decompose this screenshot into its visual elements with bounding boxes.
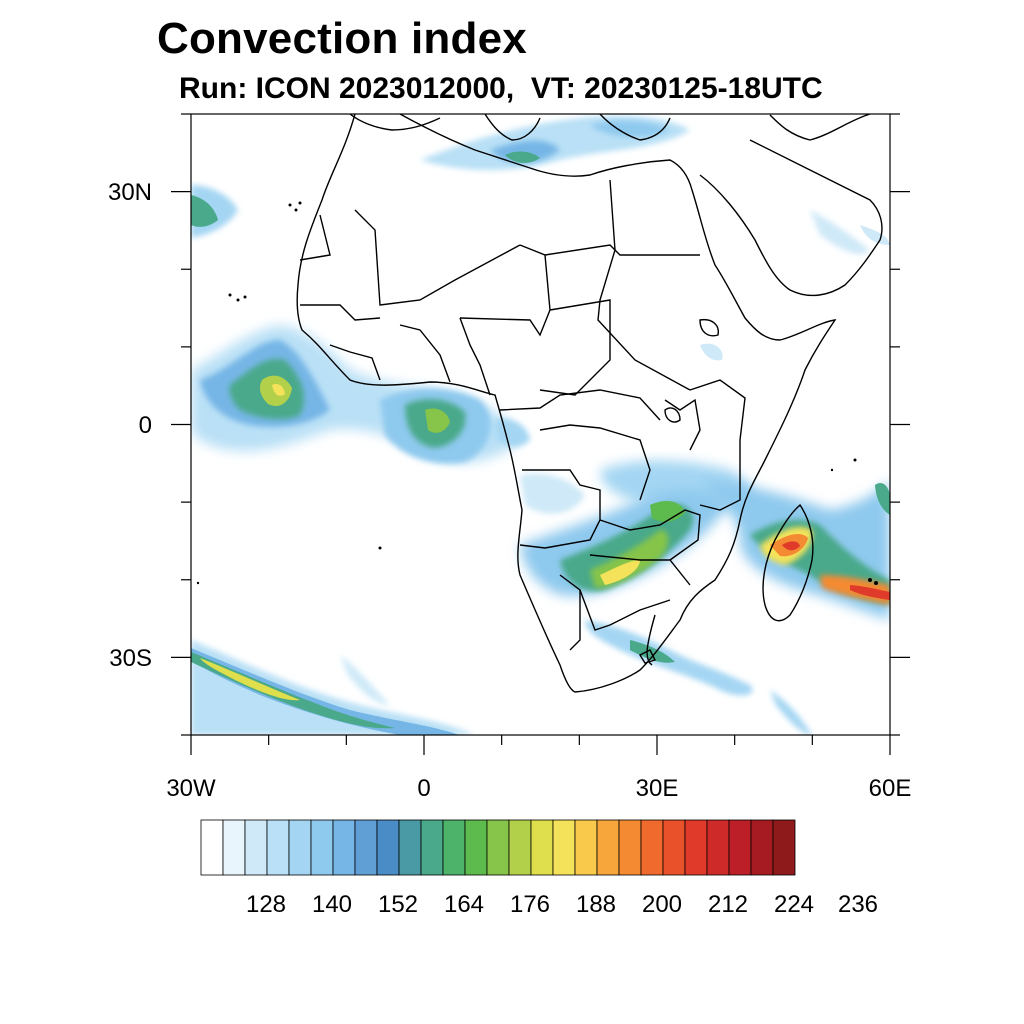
colorbar-label: 224	[774, 891, 814, 918]
colorbar-swatch	[486, 819, 510, 876]
convection-region-canary-islands	[191, 185, 238, 238]
convection-region-mozambique-channel-madagascar	[700, 480, 890, 620]
colorbar-label: 152	[378, 891, 418, 918]
colorbar-swatch	[464, 819, 488, 876]
colorbar-swatch	[574, 819, 598, 876]
colorbar-label: 212	[708, 891, 748, 918]
convection-region-gulf-of-guinea	[380, 388, 491, 464]
colorbar-label: 128	[246, 891, 286, 918]
map-subtitle: Run: ICON 2023012000, VT: 20230125-18UTC	[179, 72, 823, 105]
convection-field	[191, 115, 890, 735]
convection-region-mediterranean	[420, 115, 690, 171]
colorbar-swatch	[266, 819, 290, 876]
colorbar-label: 200	[642, 891, 682, 918]
colorbar-swatch	[376, 819, 400, 876]
map-title: Convection index	[157, 14, 527, 63]
y-tick-label-30s: 30S	[109, 645, 152, 672]
colorbar-swatch	[684, 819, 708, 876]
coastlines	[296, 114, 883, 693]
colorbar-swatch	[772, 819, 796, 876]
colorbar-swatch	[442, 819, 466, 876]
x-tick-label-30e: 30E	[636, 775, 679, 802]
colorbar-label: 164	[444, 891, 484, 918]
colorbar-swatch	[310, 819, 334, 876]
colorbar-label: 140	[312, 891, 352, 918]
colorbar-swatch	[530, 819, 554, 876]
colorbar-swatch	[508, 819, 532, 876]
y-tick-label-30n: 30N	[108, 179, 152, 206]
colorbar-swatch	[640, 819, 664, 876]
colorbar-swatch	[420, 819, 444, 876]
convection-region-south-atlantic-front	[191, 640, 475, 735]
colorbar-label: 176	[510, 891, 550, 918]
y-tick-label-0: 0	[139, 412, 152, 439]
colorbar-swatch	[354, 819, 378, 876]
colorbar-swatch	[750, 819, 774, 876]
colorbar-swatch	[200, 819, 224, 876]
colorbar-swatch	[706, 819, 730, 876]
colorbar-label: 236	[838, 891, 878, 918]
axis-ticks	[171, 113, 910, 755]
colorbar-swatch	[398, 819, 422, 876]
x-tick-label-30w: 30W	[166, 775, 216, 802]
islands	[196, 201, 878, 585]
colorbar-label: 188	[576, 891, 616, 918]
colorbar-swatch	[222, 819, 246, 876]
colorbar-swatch	[288, 819, 312, 876]
colorbar-swatch	[596, 819, 620, 876]
colorbar-swatch	[662, 819, 686, 876]
x-tick-labels: 30W 0 30E 60E	[166, 775, 911, 802]
x-tick-label-0: 0	[417, 775, 430, 802]
y-tick-labels: 30N 0 30S	[108, 179, 152, 672]
colorbar-labels: 128 140 152 164 176 188 200 212 224 236	[246, 891, 878, 918]
colorbar	[200, 819, 796, 876]
colorbar-swatch	[728, 819, 752, 876]
colorbar-swatch	[552, 819, 576, 876]
colorbar-swatch	[244, 819, 268, 876]
colorbar-swatch	[618, 819, 642, 876]
colorbar-swatch	[332, 819, 356, 876]
x-tick-label-60e: 60E	[869, 775, 912, 802]
